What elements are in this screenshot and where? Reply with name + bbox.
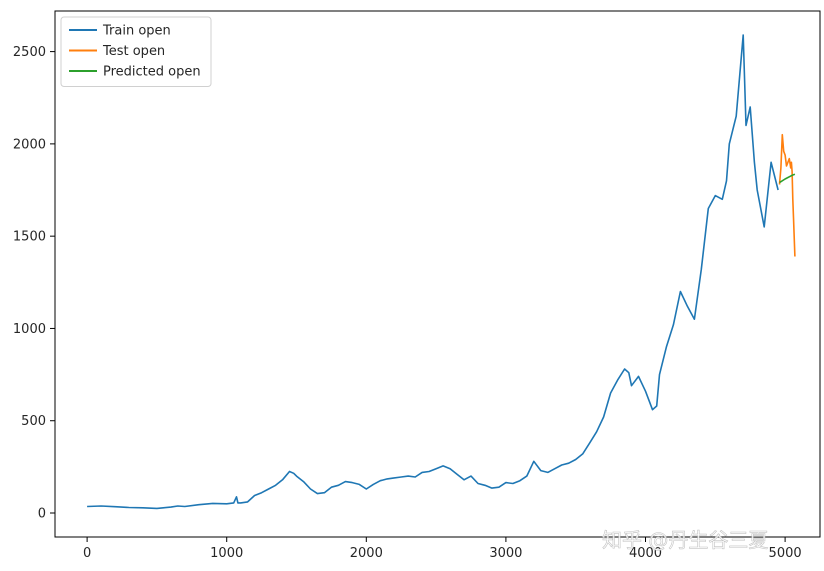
x-tick-label: 3000 [489,546,522,561]
legend-label: Predicted open [103,65,201,80]
x-tick-label: 4000 [629,546,662,561]
legend-label: Test open [102,44,165,59]
y-tick-label: 2000 [13,137,46,152]
y-tick-label: 1000 [13,322,46,337]
x-tick-label: 5000 [769,546,802,561]
y-tick-label: 0 [38,507,46,522]
x-axis: 0 1000 2000 3000 4000 5000 [83,537,802,561]
plot-lines [87,34,796,510]
y-tick-label: 1500 [13,230,46,245]
legend-label: Train open [102,24,171,39]
series-line-test-open [778,133,796,257]
watermark-text: 知乎 @丹生谷三夏 [602,528,768,552]
x-tick-label: 0 [83,546,91,561]
x-tick-label: 1000 [210,546,243,561]
legend: Train open Test open Predicted open [60,16,212,87]
series-line-train-open [87,34,779,510]
series-line-predicted-open [779,173,796,184]
x-tick-label: 2000 [350,546,383,561]
axes-frame [54,10,821,538]
y-tick-label: 500 [21,414,46,429]
legend-box [60,16,212,87]
y-axis: 0 500 1000 1500 2000 2500 [13,45,55,522]
y-tick-label: 2500 [13,45,46,60]
